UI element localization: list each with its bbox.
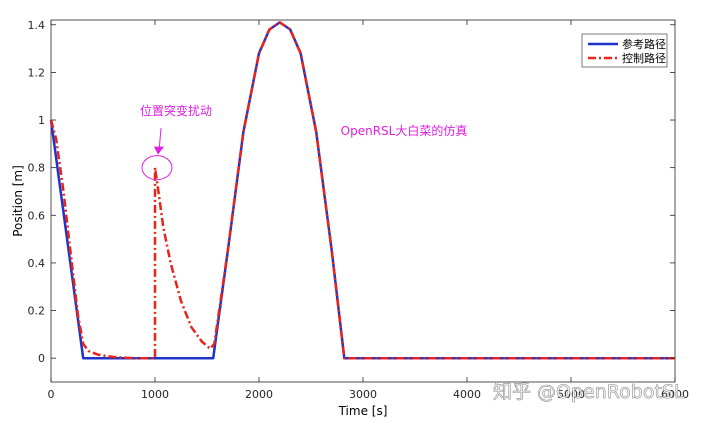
x-tick-label: 3000 [349,388,377,401]
series-line-control [49,21,675,360]
x-tick-label: 6000 [661,388,689,401]
y-axis-label: Position [m] [11,165,25,237]
y-tick-label: 0 [38,352,45,365]
y-tick-label: 0.8 [28,162,46,175]
annotation-arrow-head [154,146,164,155]
x-tick-label: 0 [48,388,55,401]
x-tick-label: 1000 [141,388,169,401]
annotation-circle [141,155,173,181]
tick-layer: 0 1000 2000 3000 4000 5000 6000 0 0.2 0.4 0.6 0.8 1 1… [28,19,690,401]
legend-box [581,33,668,68]
x-tick-label: 5000 [557,388,585,401]
x-tick-label: 4000 [453,388,481,401]
y-tick-label: 1.4 [28,19,46,32]
series-layer [49,21,675,360]
simulation-annotation: OpenRSL大白菜的仿真 [341,123,468,138]
y-tick-label: 1.2 [28,66,46,79]
x-tick-label: 2000 [245,388,273,401]
x-axis-label: Time [s] [338,404,388,418]
y-tick-label: 0.4 [28,257,46,270]
legend-label-control: 控制路径 [622,51,666,65]
y-tick-label: 0.2 [28,305,46,318]
y-tick-label: 0.6 [28,209,46,222]
legend-label-reference: 参考路径 [622,37,666,51]
legend: 参考路径 控制路径 [581,33,668,68]
disturbance-annotation: 位置突变扰动 [140,103,212,118]
plot-area [50,19,676,383]
watermark: 知乎 @OpenRobotSL [493,381,685,403]
annotation-layer: 位置突变扰动 OpenRSL大白菜的仿真 [140,103,468,181]
y-tick-label: 1 [38,114,45,127]
